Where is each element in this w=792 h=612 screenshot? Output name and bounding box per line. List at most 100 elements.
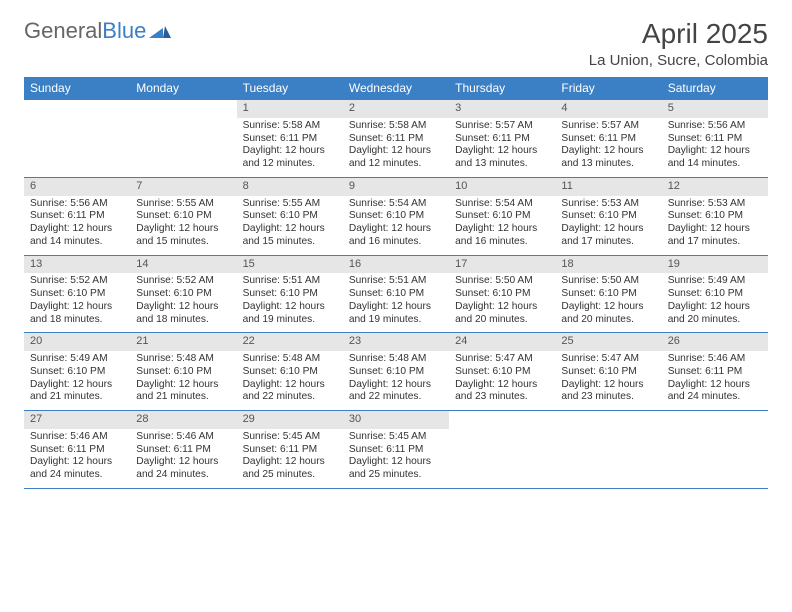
sunrise-text: Sunrise: 5:46 AM <box>136 431 230 444</box>
sunrise-text: Sunrise: 5:46 AM <box>668 353 762 366</box>
daylight-text: Daylight: 12 hours and 14 minutes. <box>30 223 124 249</box>
day-header-row: Sunday Monday Tuesday Wednesday Thursday… <box>24 77 768 100</box>
day-number: 14 <box>130 256 236 274</box>
day-number: 7 <box>130 178 236 196</box>
daylight-text: Daylight: 12 hours and 22 minutes. <box>349 379 443 405</box>
dayhead-friday: Friday <box>555 77 661 100</box>
day-number: 25 <box>555 333 661 351</box>
daylight-text: Daylight: 12 hours and 16 minutes. <box>349 223 443 249</box>
day-content: Sunrise: 5:45 AMSunset: 6:11 PMDaylight:… <box>237 429 343 488</box>
daylight-text: Daylight: 12 hours and 17 minutes. <box>668 223 762 249</box>
calendar-cell: 27Sunrise: 5:46 AMSunset: 6:11 PMDayligh… <box>24 411 130 488</box>
brand-word-1: General <box>24 18 102 44</box>
day-content: Sunrise: 5:53 AMSunset: 6:10 PMDaylight:… <box>662 196 768 255</box>
calendar-cell: 3Sunrise: 5:57 AMSunset: 6:11 PMDaylight… <box>449 100 555 178</box>
calendar-cell: 24Sunrise: 5:47 AMSunset: 6:10 PMDayligh… <box>449 333 555 411</box>
sunrise-text: Sunrise: 5:51 AM <box>349 275 443 288</box>
day-number: 13 <box>24 256 130 274</box>
daylight-text: Daylight: 12 hours and 21 minutes. <box>30 379 124 405</box>
day-content: Sunrise: 5:55 AMSunset: 6:10 PMDaylight:… <box>130 196 236 255</box>
day-number: 6 <box>24 178 130 196</box>
sunrise-text: Sunrise: 5:48 AM <box>136 353 230 366</box>
sunrise-text: Sunrise: 5:54 AM <box>455 198 549 211</box>
sunset-text: Sunset: 6:10 PM <box>561 288 655 301</box>
day-content: Sunrise: 5:51 AMSunset: 6:10 PMDaylight:… <box>343 273 449 332</box>
sunrise-text: Sunrise: 5:57 AM <box>561 120 655 133</box>
sunrise-text: Sunrise: 5:57 AM <box>455 120 549 133</box>
dayhead-monday: Monday <box>130 77 236 100</box>
day-content: Sunrise: 5:50 AMSunset: 6:10 PMDaylight:… <box>555 273 661 332</box>
sunset-text: Sunset: 6:10 PM <box>243 288 337 301</box>
sunrise-text: Sunrise: 5:58 AM <box>243 120 337 133</box>
daylight-text: Daylight: 12 hours and 18 minutes. <box>30 301 124 327</box>
day-number: 5 <box>662 100 768 118</box>
sunset-text: Sunset: 6:10 PM <box>136 366 230 379</box>
day-content: Sunrise: 5:52 AMSunset: 6:10 PMDaylight:… <box>130 273 236 332</box>
sunset-text: Sunset: 6:11 PM <box>136 444 230 457</box>
day-content: Sunrise: 5:48 AMSunset: 6:10 PMDaylight:… <box>237 351 343 410</box>
day-number: 19 <box>662 256 768 274</box>
sunrise-text: Sunrise: 5:54 AM <box>349 198 443 211</box>
day-content: Sunrise: 5:56 AMSunset: 6:11 PMDaylight:… <box>24 196 130 255</box>
day-number: 2 <box>343 100 449 118</box>
location-text: La Union, Sucre, Colombia <box>589 52 768 69</box>
calendar-cell: 1Sunrise: 5:58 AMSunset: 6:11 PMDaylight… <box>237 100 343 178</box>
calendar-cell: 4Sunrise: 5:57 AMSunset: 6:11 PMDaylight… <box>555 100 661 178</box>
sunset-text: Sunset: 6:11 PM <box>561 133 655 146</box>
day-number: 18 <box>555 256 661 274</box>
dayhead-sunday: Sunday <box>24 77 130 100</box>
day-number: 28 <box>130 411 236 429</box>
day-content: Sunrise: 5:46 AMSunset: 6:11 PMDaylight:… <box>24 429 130 488</box>
calendar-cell: 10Sunrise: 5:54 AMSunset: 6:10 PMDayligh… <box>449 177 555 255</box>
calendar-cell: 7Sunrise: 5:55 AMSunset: 6:10 PMDaylight… <box>130 177 236 255</box>
day-number: 8 <box>237 178 343 196</box>
sunrise-text: Sunrise: 5:56 AM <box>30 198 124 211</box>
day-content: Sunrise: 5:54 AMSunset: 6:10 PMDaylight:… <box>449 196 555 255</box>
day-number: 17 <box>449 256 555 274</box>
calendar-cell: 17Sunrise: 5:50 AMSunset: 6:10 PMDayligh… <box>449 255 555 333</box>
day-content: Sunrise: 5:47 AMSunset: 6:10 PMDaylight:… <box>449 351 555 410</box>
day-content: Sunrise: 5:56 AMSunset: 6:11 PMDaylight:… <box>662 118 768 177</box>
calendar-cell: 18Sunrise: 5:50 AMSunset: 6:10 PMDayligh… <box>555 255 661 333</box>
sunset-text: Sunset: 6:11 PM <box>30 444 124 457</box>
title-block: April 2025 La Union, Sucre, Colombia <box>589 18 768 69</box>
daylight-text: Daylight: 12 hours and 23 minutes. <box>561 379 655 405</box>
dayhead-wednesday: Wednesday <box>343 77 449 100</box>
bottom-rule <box>24 488 768 489</box>
day-number: 12 <box>662 178 768 196</box>
sunset-text: Sunset: 6:10 PM <box>243 366 337 379</box>
day-content: Sunrise: 5:55 AMSunset: 6:10 PMDaylight:… <box>237 196 343 255</box>
sunrise-text: Sunrise: 5:53 AM <box>561 198 655 211</box>
daylight-text: Daylight: 12 hours and 20 minutes. <box>561 301 655 327</box>
sunset-text: Sunset: 6:10 PM <box>561 210 655 223</box>
day-number: 22 <box>237 333 343 351</box>
day-number: 30 <box>343 411 449 429</box>
daylight-text: Daylight: 12 hours and 24 minutes. <box>136 456 230 482</box>
sunrise-text: Sunrise: 5:49 AM <box>30 353 124 366</box>
calendar-cell: 28 Sunrise: 5:46 AMSunset: 6:11 PMDayligh… <box>130 411 236 488</box>
daylight-text: Daylight: 12 hours and 14 minutes. <box>668 145 762 171</box>
calendar-cell: 25Sunrise: 5:47 AMSunset: 6:10 PMDayligh… <box>555 333 661 411</box>
day-number: 1 <box>237 100 343 118</box>
calendar-cell: 12Sunrise: 5:53 AMSunset: 6:10 PMDayligh… <box>662 177 768 255</box>
calendar-row: 1 Sunrise: 5:58 AM Sunset: 6:11 PM Daylight… <box>24 100 768 178</box>
day-content: Sunrise: 5:47 AMSunset: 6:10 PMDaylight:… <box>555 351 661 410</box>
brand-mark-icon <box>149 18 171 44</box>
sunset-text: Sunset: 6:10 PM <box>349 210 443 223</box>
daylight-text: Daylight: 12 hours and 24 minutes. <box>30 456 124 482</box>
calendar-row: 27Sunrise: 5:46 AMSunset: 6:11 PMDayligh… <box>24 411 768 488</box>
brand-word-2: Blue <box>102 18 146 44</box>
calendar-cell: 9Sunrise: 5:54 AMSunset: 6:10 PMDaylight… <box>343 177 449 255</box>
sunrise-text: Sunrise: 5:49 AM <box>668 275 762 288</box>
daylight-text: Daylight: 12 hours and 16 minutes. <box>455 223 549 249</box>
sunrise-text: Sunrise: 5:46 AM <box>30 431 124 444</box>
day-content: Sunrise: 5:49 AMSunset: 6:10 PMDaylight:… <box>662 273 768 332</box>
sunset-text: Sunset: 6:11 PM <box>455 133 549 146</box>
sunset-text: Sunset: 6:11 PM <box>349 444 443 457</box>
calendar-cell: 15Sunrise: 5:51 AMSunset: 6:10 PMDayligh… <box>237 255 343 333</box>
sunrise-text: Sunrise: 5:45 AM <box>349 431 443 444</box>
day-content: Sunrise: 5:48 AMSunset: 6:10 PMDaylight:… <box>130 351 236 410</box>
day-content: Sunrise: 5:57 AMSunset: 6:11 PMDaylight:… <box>555 118 661 177</box>
calendar-row: 13Sunrise: 5:52 AMSunset: 6:10 PMDayligh… <box>24 255 768 333</box>
day-number: 3 <box>449 100 555 118</box>
